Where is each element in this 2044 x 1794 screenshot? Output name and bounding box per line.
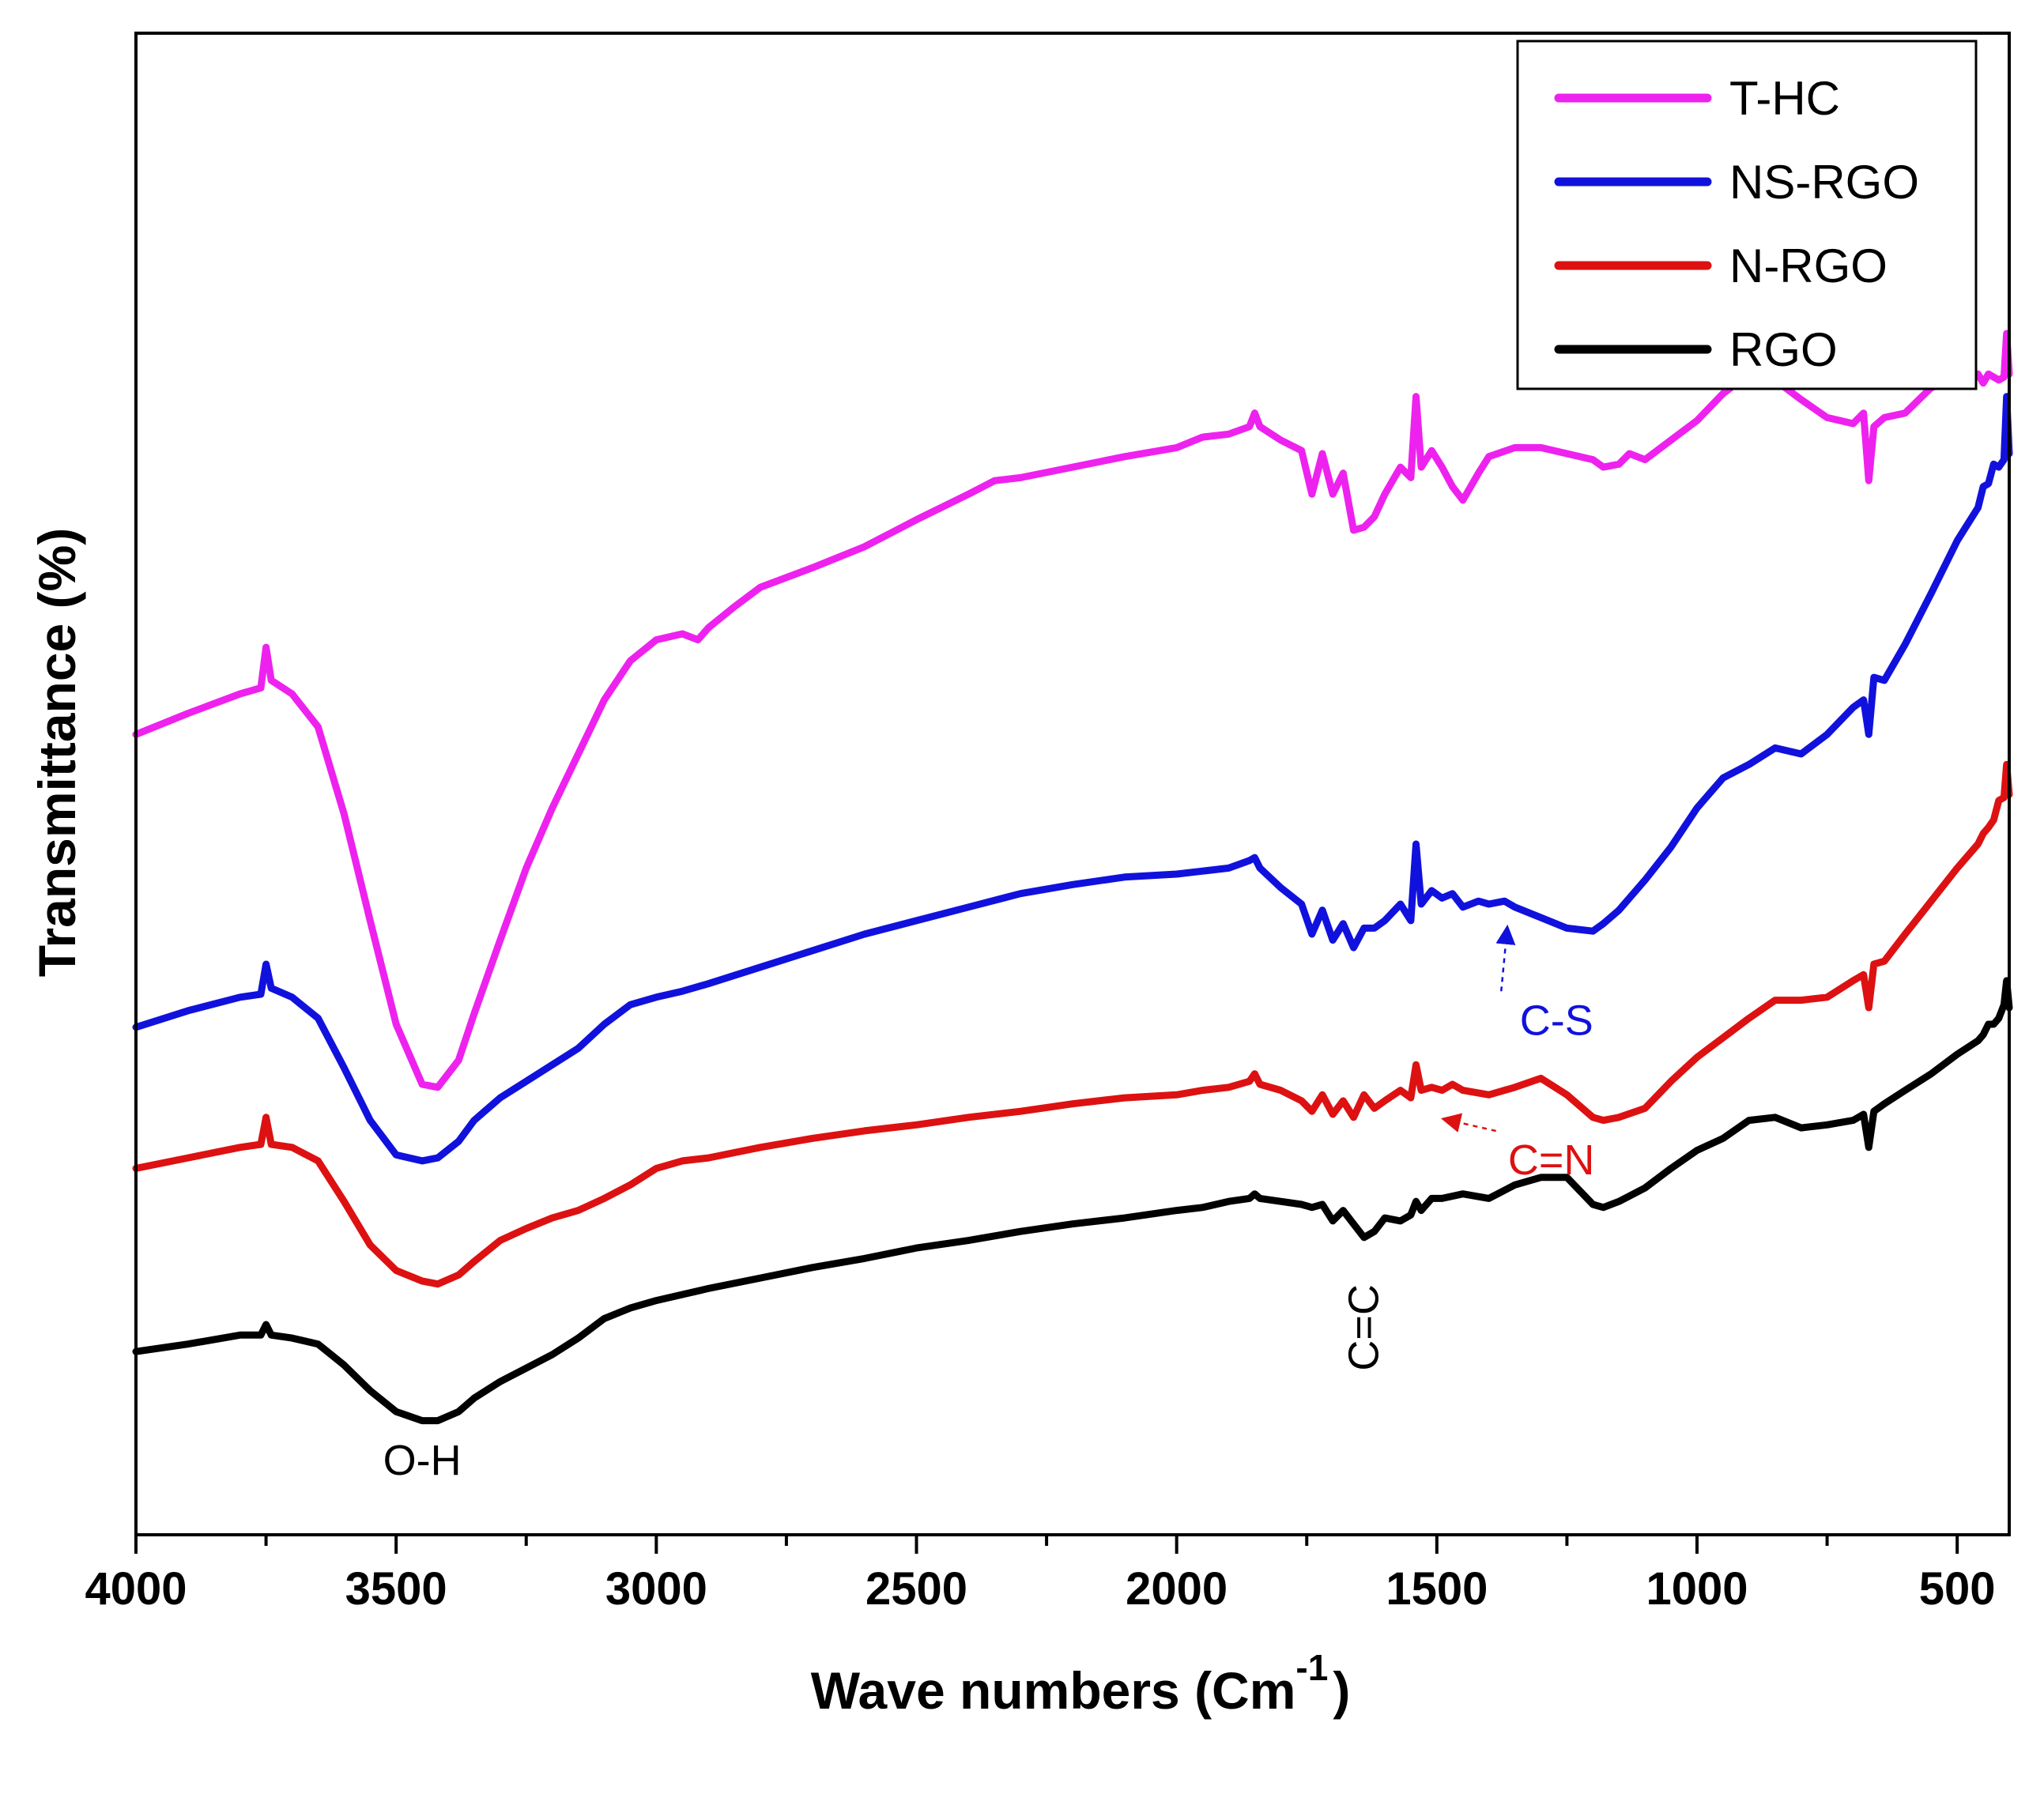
annotation-arrow-cn	[1440, 1113, 1496, 1133]
series-line-rgo	[132, 977, 2013, 1425]
legend: T-HC NS-RGO N-RGO RGO	[1516, 40, 1978, 390]
annotation-o-h: O-H	[383, 1437, 462, 1484]
legend-label-ns-rgo: NS-RGO	[1729, 156, 1919, 209]
x-axis-title-close: )	[1333, 1661, 1350, 1720]
x-axis-title-main: Wave numbers (Cm	[811, 1661, 1296, 1720]
series-line-ns-rgo	[132, 393, 2013, 1165]
x-tick-label-4000: 4000	[85, 1563, 187, 1615]
series-line-n-rgo	[132, 760, 2013, 1288]
x-tick-label-2500: 2500	[865, 1563, 967, 1615]
series-line-t-hc	[132, 330, 2013, 1091]
y-axis-title: Transmittance (%)	[28, 528, 86, 977]
annotation-c-eq-c: C=C	[1341, 1284, 1388, 1371]
annotation-c-s: C-S	[1520, 997, 1593, 1044]
x-axis-ticks: 4000 3500 3000 2500 2000 1500 1000 500	[85, 1535, 1996, 1615]
legend-label-rgo: RGO	[1729, 323, 1838, 376]
legend-label-n-rgo: N-RGO	[1729, 239, 1887, 292]
annotation-c-eq-n: C=N	[1508, 1136, 1595, 1184]
x-axis-title-superscript: -1	[1295, 1647, 1328, 1688]
annotations: O-H C=C C=N C-S	[383, 924, 1595, 1484]
x-axis-title: Wave numbers (Cm-1)	[811, 1647, 1351, 1720]
x-tick-label-500: 500	[1919, 1563, 1996, 1615]
annotation-arrow-cs	[1495, 924, 1516, 992]
x-tick-label-3500: 3500	[345, 1563, 447, 1615]
x-tick-label-2000: 2000	[1126, 1563, 1228, 1615]
x-tick-label-1500: 1500	[1386, 1563, 1488, 1615]
legend-label-t-hc: T-HC	[1729, 72, 1840, 125]
series-lines	[132, 330, 2013, 1425]
x-tick-label-3000: 3000	[605, 1563, 707, 1615]
plot-frame	[134, 32, 2011, 1536]
x-tick-label-1000: 1000	[1646, 1563, 1748, 1615]
